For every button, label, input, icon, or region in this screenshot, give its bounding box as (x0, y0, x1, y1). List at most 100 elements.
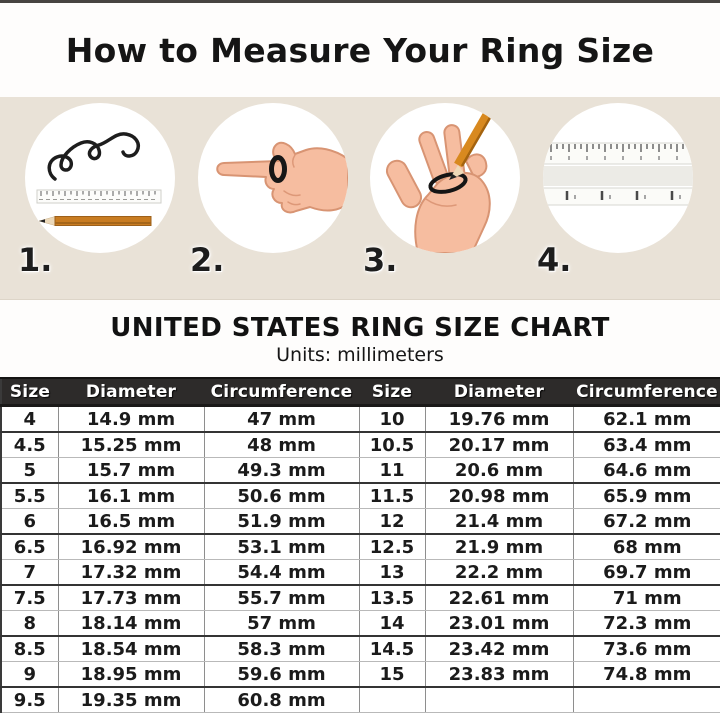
page-title: How to Measure Your Ring Size (65, 30, 655, 70)
step-3-number: 3. (363, 241, 398, 279)
step-4-circle (542, 103, 693, 253)
table-cell: 11 (358, 457, 425, 484)
measurement-steps-band: 1. 2. 3. 4. (0, 97, 720, 300)
hand-pointing-with-ring-icon (198, 103, 348, 253)
table-cell: 64.6 mm (572, 457, 720, 484)
string-ruler-pencil-icon (25, 103, 175, 253)
table-row: 7.5 17.73 mm 55.7 mm 13.5 22.61 mm 71 mm (1, 585, 720, 611)
step-4-number: 4. (537, 241, 572, 279)
table-cell: 51.9 mm (203, 508, 359, 535)
table-cell: 68 mm (572, 534, 720, 560)
table-cell: 55.7 mm (203, 585, 359, 611)
table-cell: 16.5 mm (57, 508, 204, 535)
table-cell: 18.14 mm (57, 610, 204, 637)
table-row: 5 15.7 mm 49.3 mm 11 20.6 mm 64.6 mm (1, 457, 720, 484)
table-cell: 62.1 mm (572, 405, 720, 433)
ring-size-table: Size Diameter Circumference Size Diamete… (0, 377, 720, 713)
table-cell: 15.25 mm (57, 432, 204, 458)
table-cell: 13.5 (358, 585, 425, 611)
header-diameter-right: Diameter (425, 377, 573, 407)
chart-heading: UNITED STATES RING SIZE CHART Units: mil… (0, 300, 720, 377)
table-row: 8.5 18.54 mm 58.3 mm 14.5 23.42 mm 73.6 mm (1, 636, 720, 662)
chart-units-subtitle: Units: millimeters (276, 344, 444, 366)
table-cell: 47 mm (203, 405, 359, 433)
header-diameter-left: Diameter (58, 377, 204, 407)
table-cell: 8 (1, 610, 58, 637)
table-cell: 6 (1, 508, 58, 535)
table-cell: 17.32 mm (57, 559, 204, 586)
table-cell: 12 (358, 508, 425, 535)
table-row: 9 18.95 mm 59.6 mm 15 23.83 mm 74.8 mm (1, 661, 720, 688)
table-cell: 67.2 mm (572, 508, 720, 535)
table-cell: 49.3 mm (203, 457, 359, 484)
hand-pencil-marking-string-icon (370, 103, 520, 253)
table-row: 4.5 15.25 mm 48 mm 10.5 20.17 mm 63.4 mm (1, 432, 720, 458)
table-cell: 74.8 mm (572, 661, 720, 688)
table-row: 4 14.9 mm 47 mm 10 19.76 mm 62.1 mm (1, 405, 720, 433)
table-cell: 22.61 mm (424, 585, 573, 611)
table-cell: 21.4 mm (424, 508, 573, 535)
table-row: 8 18.14 mm 57 mm 14 23.01 mm 72.3 mm (1, 610, 720, 637)
table-cell: 73.6 mm (572, 636, 720, 662)
table-cell: 14.5 (358, 636, 425, 662)
table-row: 7 17.32 mm 54.4 mm 13 22.2 mm 69.7 mm (1, 559, 720, 586)
top-border-strip (0, 0, 720, 3)
table-cell: 19.35 mm (57, 687, 204, 713)
table-cell: 10.5 (358, 432, 425, 458)
table-cell: 22.2 mm (424, 559, 573, 586)
measuring-rulers-icon (542, 103, 693, 253)
table-cell: 5 (1, 457, 58, 484)
table-cell: 60.8 mm (203, 687, 359, 713)
table-cell: 57 mm (203, 610, 359, 637)
table-cell (424, 687, 573, 713)
table-cell: 18.54 mm (57, 636, 204, 662)
header-circumference-right: Circumference (573, 377, 720, 407)
table-cell: 13 (358, 559, 425, 586)
table-cell: 72.3 mm (572, 610, 720, 637)
table-cell: 19.76 mm (424, 405, 573, 433)
table-cell (358, 687, 425, 713)
table-cell: 48 mm (203, 432, 359, 458)
table-row: 9.5 19.35 mm 60.8 mm (1, 687, 720, 713)
table-cell: 17.73 mm (57, 585, 204, 611)
table-body: 4 14.9 mm 47 mm 10 19.76 mm 62.1 mm 4.5 15.25 m… (1, 405, 720, 713)
table-cell: 63.4 mm (572, 432, 720, 458)
table-cell: 4 (1, 405, 58, 433)
table-cell: 8.5 (1, 636, 58, 662)
table-cell: 16.92 mm (57, 534, 204, 560)
step-1-circle (25, 103, 175, 253)
table-cell: 58.3 mm (203, 636, 359, 662)
table-cell: 7.5 (1, 585, 58, 611)
table-cell: 12.5 (358, 534, 425, 560)
table-cell: 11.5 (358, 483, 425, 509)
chart-title: UNITED STATES RING SIZE CHART (110, 313, 610, 343)
table-cell: 50.6 mm (203, 483, 359, 509)
header-size-left: Size (1, 377, 58, 407)
table-cell: 53.1 mm (203, 534, 359, 560)
table-cell (572, 687, 720, 713)
table-cell: 14 (358, 610, 425, 637)
table-cell: 15 (358, 661, 425, 688)
table-cell: 9.5 (1, 687, 58, 713)
table-row: 6 16.5 mm 51.9 mm 12 21.4 mm 67.2 mm (1, 508, 720, 535)
step-1-number: 1. (18, 241, 53, 279)
table-row: 6.5 16.92 mm 53.1 mm 12.5 21.9 mm 68 mm (1, 534, 720, 560)
table-cell: 5.5 (1, 483, 58, 509)
table-cell: 15.7 mm (57, 457, 204, 484)
table-cell: 20.17 mm (424, 432, 573, 458)
table-cell: 4.5 (1, 432, 58, 458)
table-cell: 65.9 mm (572, 483, 720, 509)
table-cell: 9 (1, 661, 58, 688)
step-3-circle (370, 103, 521, 253)
table-cell: 10 (358, 405, 425, 433)
table-cell: 21.9 mm (424, 534, 573, 560)
table-cell: 23.42 mm (424, 636, 573, 662)
step-2-number: 2. (190, 241, 225, 279)
header-circumference-left: Circumference (204, 377, 359, 407)
table-cell: 69.7 mm (572, 559, 720, 586)
table-cell: 23.83 mm (424, 661, 573, 688)
table-cell: 20.98 mm (424, 483, 573, 509)
table-cell: 20.6 mm (424, 457, 573, 484)
table-row: 5.5 16.1 mm 50.6 mm 11.5 20.98 mm 65.9 mm (1, 483, 720, 509)
table-cell: 14.9 mm (57, 405, 204, 433)
